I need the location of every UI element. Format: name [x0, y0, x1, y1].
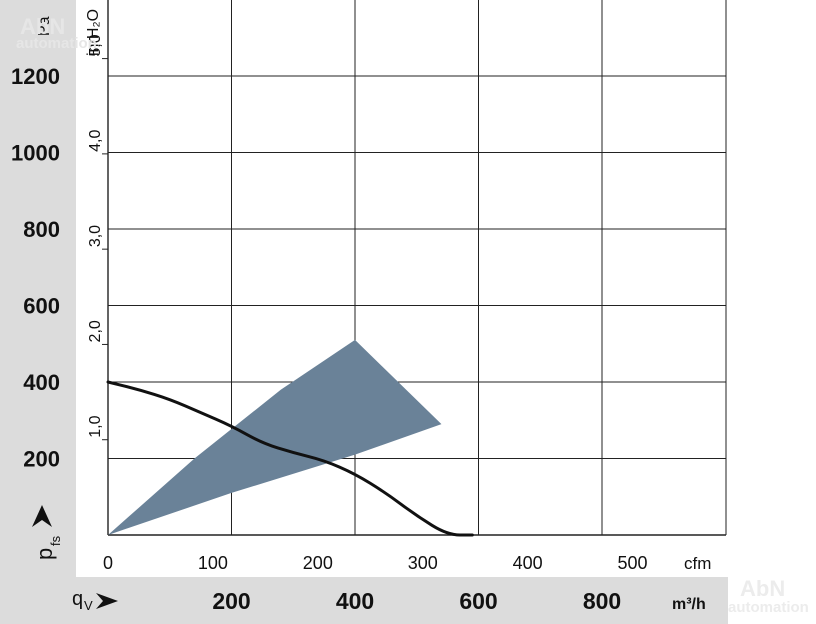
y-tick-label-pa: 1200: [11, 64, 60, 89]
y-tick-label-pa: 800: [23, 217, 60, 242]
y-tick-label-inh2o: 5,0: [87, 34, 104, 56]
x-tick-label-m3h: 200: [212, 588, 250, 614]
y-tick-label-inh2o: 4,0: [87, 130, 104, 152]
y-tick-label-pa: 200: [23, 447, 60, 472]
y-tick-label-pa: 1000: [11, 141, 60, 166]
x-tick-label-m3h: 800: [583, 588, 621, 614]
x-tick-label-cfm: 400: [513, 553, 543, 573]
watermark-top-left-sub: automation: [16, 35, 97, 52]
x-tick-label-cfm: 0: [103, 553, 113, 573]
fan-curve-line-0: [106, 380, 474, 537]
x-unit-cfm: cfm: [684, 554, 711, 573]
y-tick-label-inh2o: 3,0: [87, 225, 104, 247]
x-tick-label-cfm: 500: [618, 553, 648, 573]
x-axis-symbol: q: [72, 588, 83, 610]
operating-range-area: [108, 339, 442, 535]
bottom-axis-panel: [0, 577, 728, 624]
y-axis-symbol-sub: fs: [48, 535, 63, 546]
x-unit-m3h: m³/h: [672, 596, 706, 613]
y-unit-inh2o: in H₂O: [85, 9, 102, 56]
x-axis-symbol-sub: V: [84, 598, 93, 613]
watermark-bottom-right: AbN: [740, 576, 785, 601]
bottom-right-panel: [728, 577, 816, 624]
y-tick-label-pa: 400: [23, 370, 60, 395]
watermark-bottom-right-sub: automation: [728, 599, 809, 616]
y-unit-pa: Pa: [36, 16, 53, 36]
y-tick-label-pa: 600: [23, 294, 60, 319]
watermark-top-left: AbN: [20, 14, 65, 39]
x-tick-label-cfm: 200: [303, 553, 333, 573]
y-tick-label-inh2o: 2,0: [87, 320, 104, 342]
x-tick-label-m3h: 600: [459, 588, 497, 614]
x-tick-label-cfm: 300: [408, 553, 438, 573]
x-axis-arrow-icon: [96, 593, 118, 609]
y-axis-symbol: p: [32, 548, 57, 560]
x-tick-label-m3h: 400: [336, 588, 374, 614]
y-tick-label-inh2o: 1,0: [87, 415, 104, 437]
x-tick-label-cfm: 100: [198, 553, 228, 573]
y-axis-arrow-icon: [32, 505, 52, 527]
